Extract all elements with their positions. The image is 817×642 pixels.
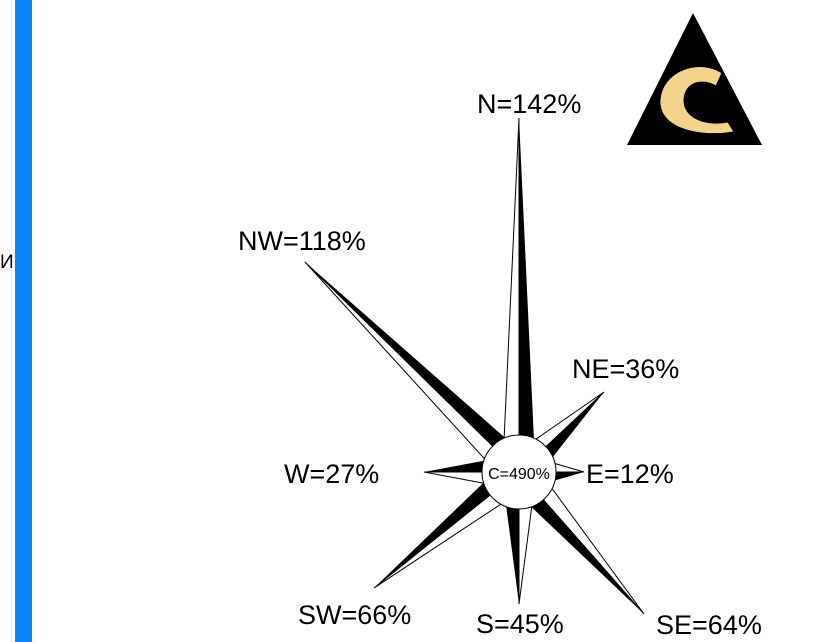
petal-n-light-half (502, 117, 520, 473)
label-sw: SW=66% (298, 600, 411, 630)
label-w: W=27% (284, 459, 379, 489)
petal-nw-shaded-half (305, 262, 524, 472)
side-accent-bar (15, 0, 32, 642)
center-label: C=490% (488, 466, 550, 483)
petal-nw-light-half (304, 261, 520, 477)
petal-sw-shaded-half (374, 465, 519, 588)
petal-se-shaded-half (513, 472, 644, 614)
side-letter: И (0, 252, 14, 273)
petal-nw (304, 261, 524, 477)
label-se: SE=64% (656, 610, 762, 640)
petal-n (502, 117, 535, 473)
rose-petals (304, 117, 645, 615)
center-circle (481, 434, 557, 510)
label-ne: NE=36% (572, 354, 679, 384)
label-s: S=45% (476, 609, 564, 639)
direction-labels: N=142% NE=36% E=12% SE=64% S=45% SW=66% W=27% N… (238, 89, 762, 640)
label-e: E=12% (586, 459, 674, 489)
compass-c-logo-icon (627, 13, 762, 145)
petal-n-shaded-half (519, 118, 535, 472)
label-n: N=142% (477, 89, 581, 119)
label-nw: NW=118% (238, 226, 366, 256)
